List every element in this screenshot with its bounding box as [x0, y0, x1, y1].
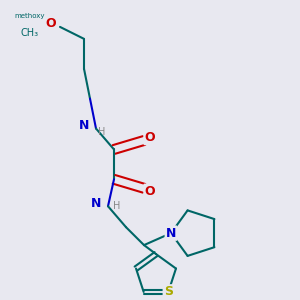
- Text: O: O: [145, 185, 155, 198]
- Text: N: N: [79, 119, 89, 132]
- Text: CH₃: CH₃: [21, 28, 39, 38]
- Text: H: H: [113, 201, 121, 211]
- Text: O: O: [46, 17, 56, 30]
- Text: N: N: [166, 226, 176, 240]
- Text: O: O: [145, 131, 155, 144]
- Text: S: S: [164, 285, 173, 298]
- Text: O: O: [46, 17, 56, 30]
- Text: H: H: [98, 127, 106, 136]
- Text: methoxy: methoxy: [15, 13, 45, 19]
- Text: N: N: [91, 197, 101, 210]
